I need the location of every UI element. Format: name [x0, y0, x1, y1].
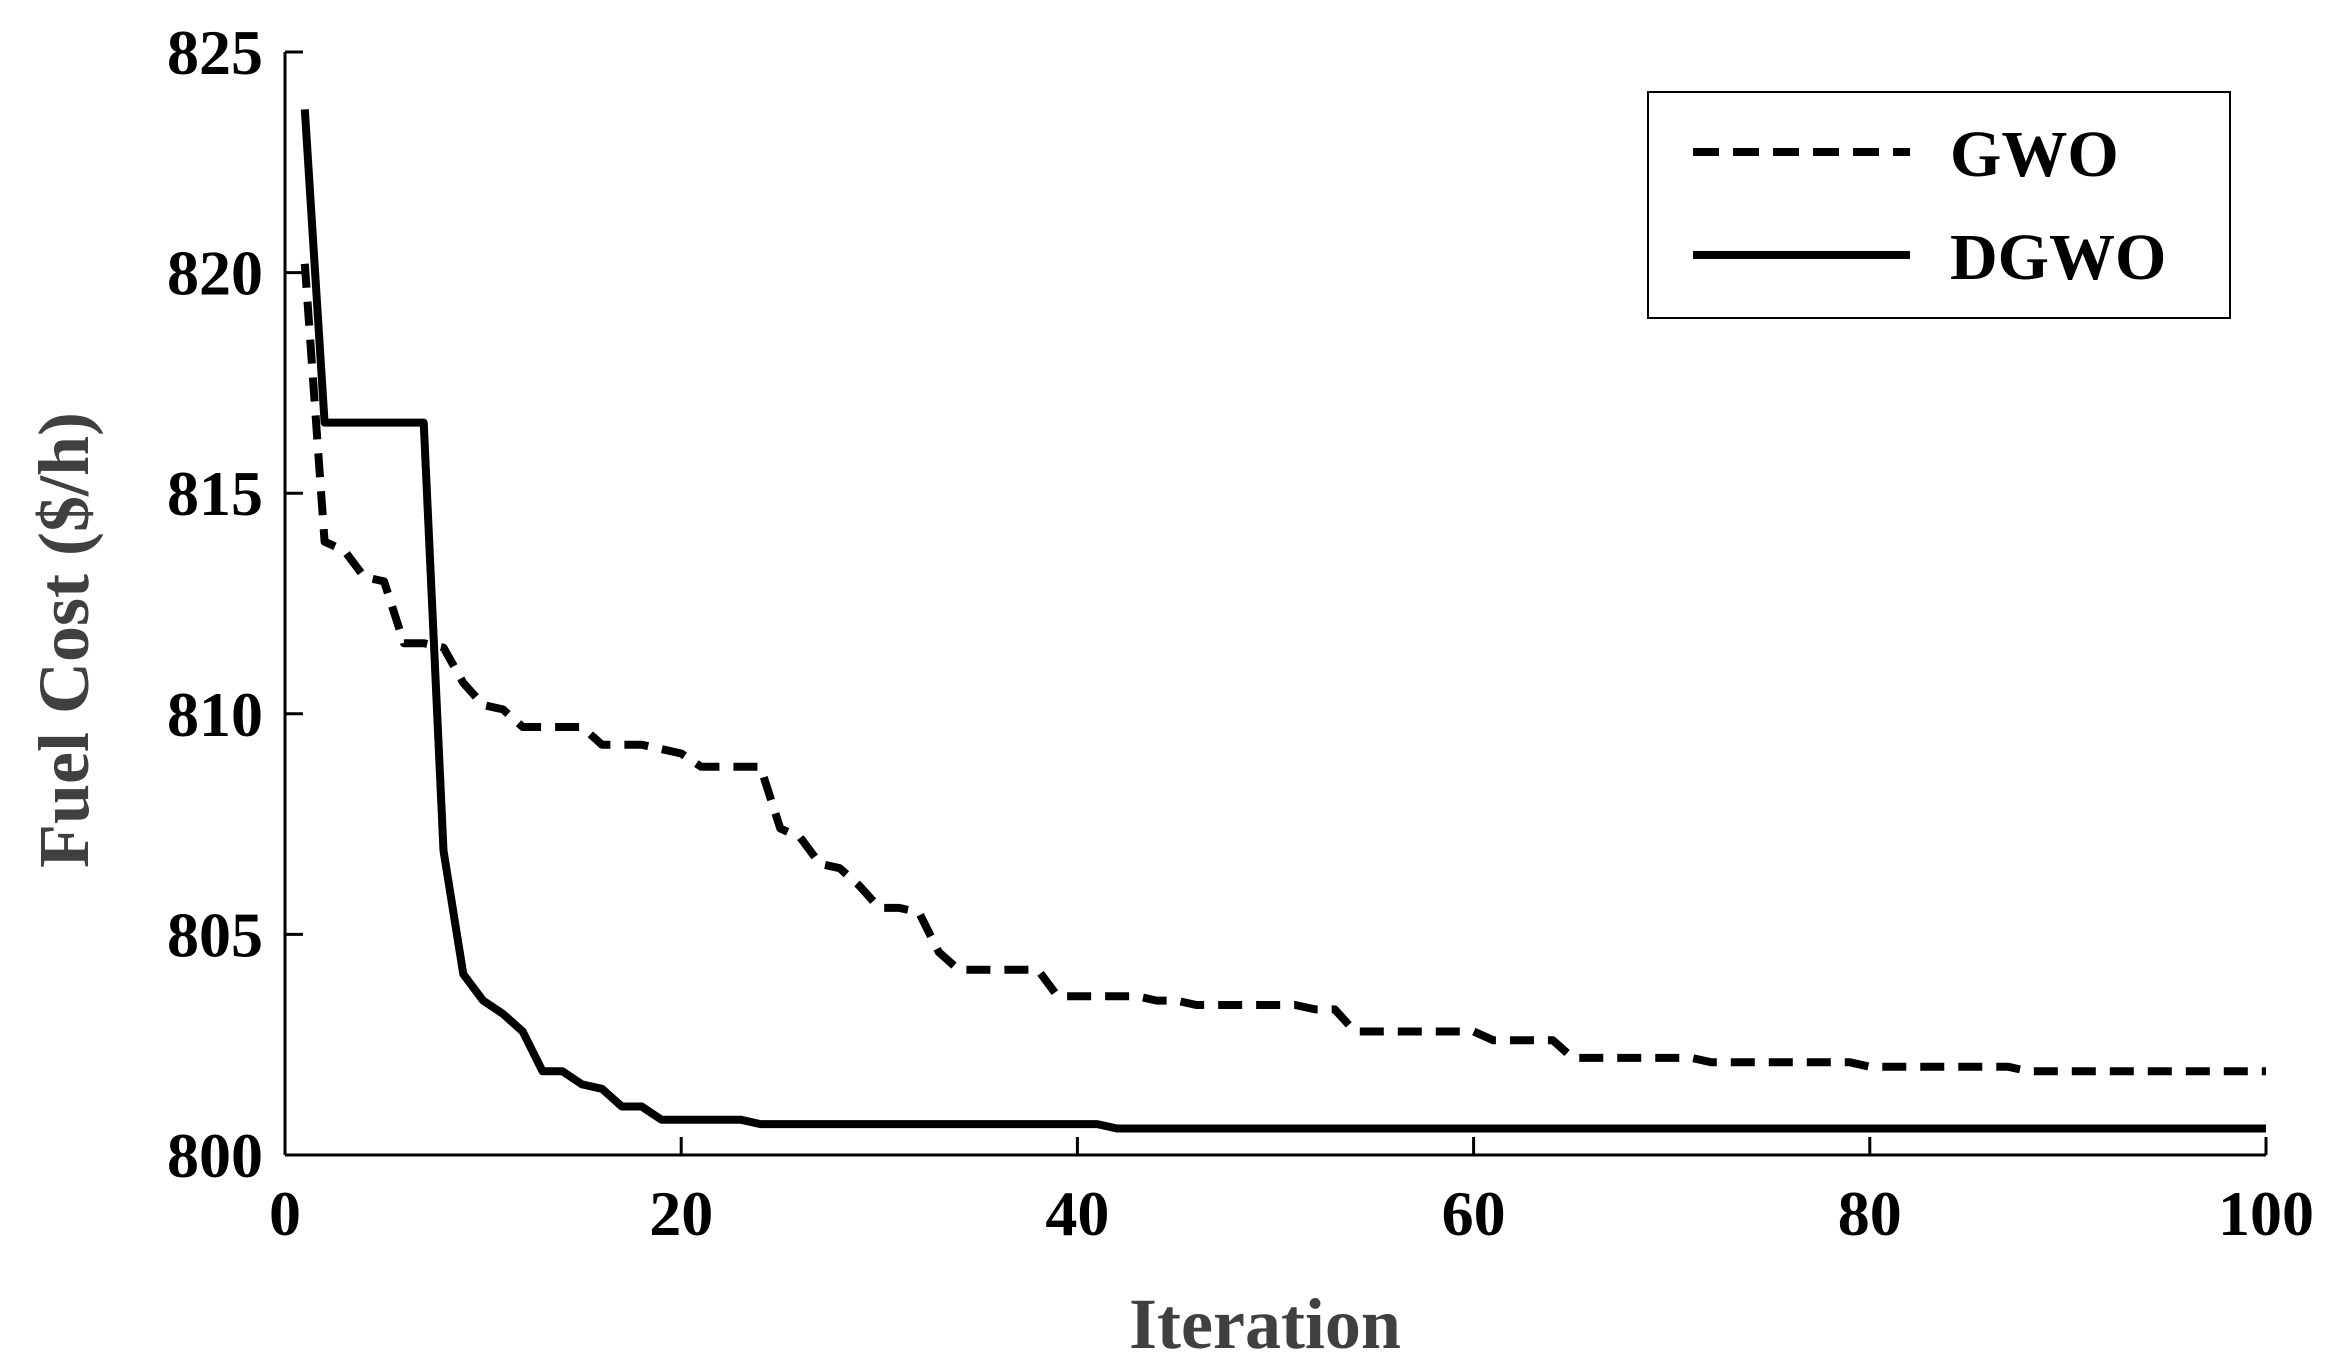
y-tick-label: 810 — [167, 679, 263, 750]
x-axis-ticks: 0 20 40 60 80 100 — [269, 1137, 2314, 1249]
legend-label-gwo: GWO — [1950, 118, 2119, 191]
x-tick-label: 20 — [649, 1178, 713, 1249]
x-tick-label: 80 — [1838, 1178, 1902, 1249]
x-tick-label: 40 — [1045, 1178, 1109, 1249]
legend-label-dgwo: DGWO — [1950, 221, 2166, 294]
y-tick-label: 820 — [167, 238, 263, 309]
y-axis-ticks: 800 805 810 815 820 825 — [167, 17, 303, 1191]
legend: GWO DGWO — [1647, 91, 2231, 319]
x-axis-title: Iteration — [1129, 1284, 1401, 1364]
series-line-dgwo — [300, 109, 2266, 1133]
y-axis-title: Fuel Cost ($/h) — [24, 412, 104, 868]
axes — [283, 52, 2266, 1157]
y-tick-label: 825 — [167, 17, 263, 88]
x-tick-label: 0 — [269, 1178, 301, 1249]
legend-box — [1647, 91, 2231, 319]
x-tick-label: 100 — [2218, 1178, 2314, 1249]
y-tick-label: 805 — [167, 899, 263, 970]
y-tick-label: 815 — [167, 458, 263, 529]
plot-area — [300, 109, 2266, 1133]
x-tick-label: 60 — [1442, 1178, 1506, 1249]
series-line-gwo — [300, 263, 2266, 1076]
y-tick-label: 800 — [167, 1120, 263, 1191]
